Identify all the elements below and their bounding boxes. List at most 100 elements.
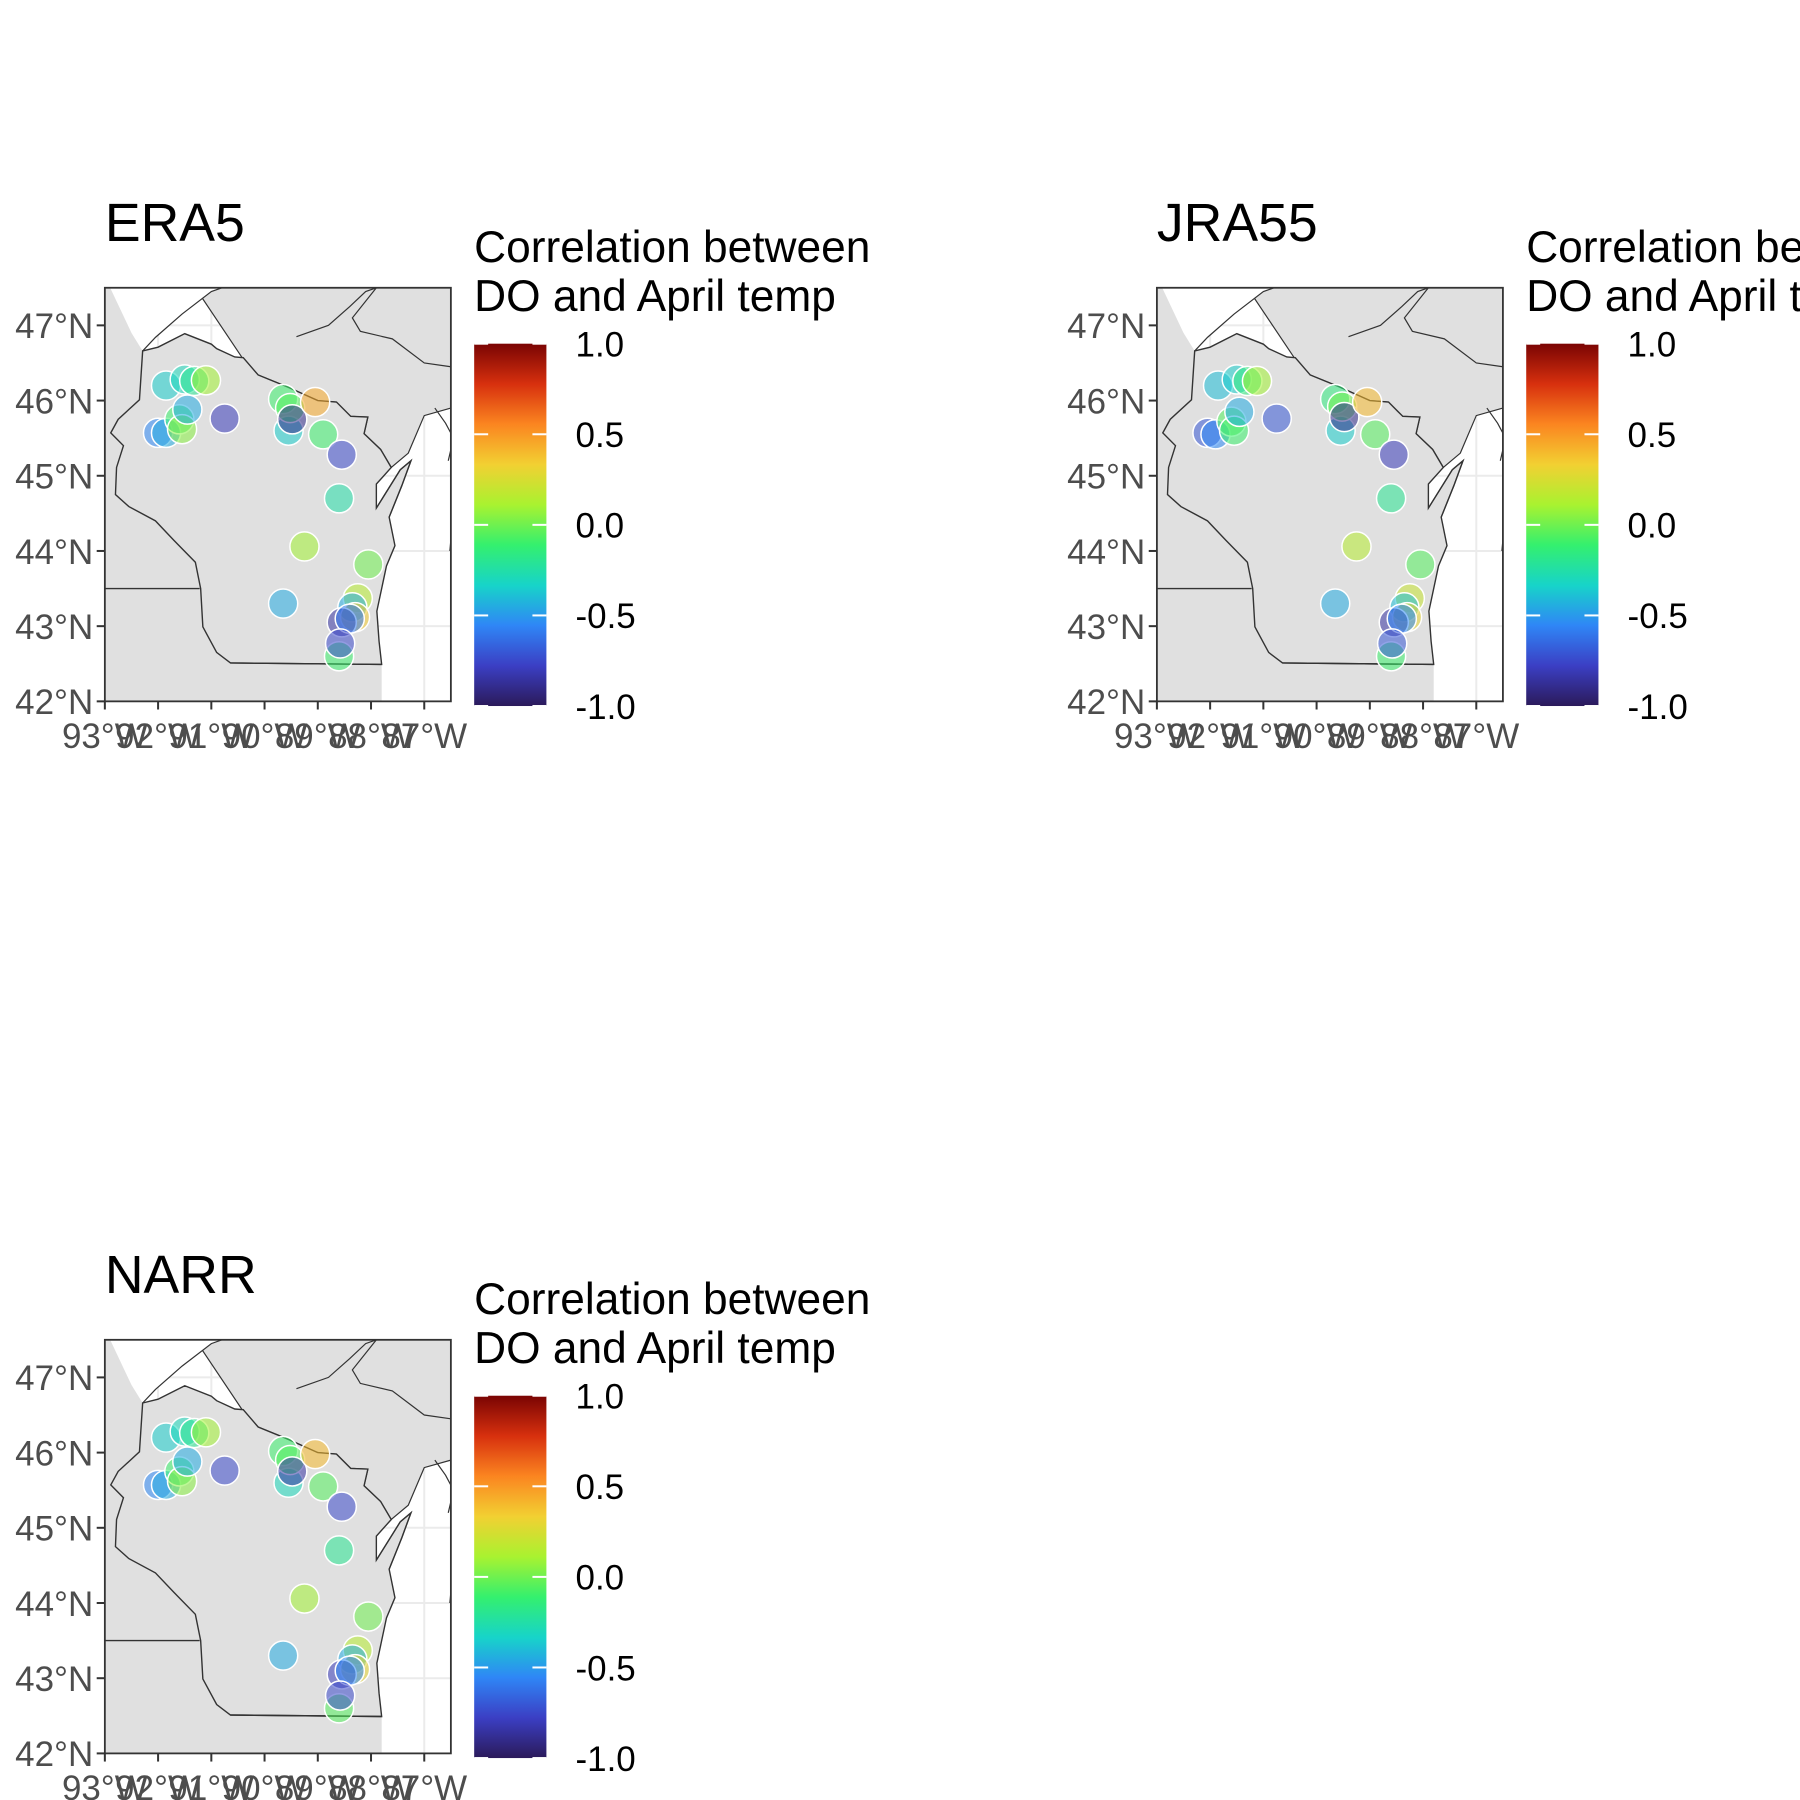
- x-tick-label: 87°W: [381, 1769, 467, 1800]
- x-tick-label: 92°W: [1167, 717, 1253, 756]
- site-point: [1319, 588, 1351, 619]
- colorbar-tick-label: -1.0: [576, 1740, 636, 1779]
- x-tick-label: 88°W: [328, 1769, 414, 1800]
- x-tick-label: 89°W: [275, 1769, 361, 1800]
- minnesota-north-shore: [142, 1339, 223, 1404]
- map-area: [1156, 287, 1503, 702]
- y-tick-label: 44°N: [15, 1585, 93, 1624]
- lake-superior-west: [104, 287, 222, 351]
- site-point: [172, 1446, 203, 1477]
- y-tick-label: 45°N: [1067, 458, 1145, 497]
- minnesota-land: [104, 1339, 201, 1641]
- x-tick-label: 90°W: [222, 1769, 308, 1800]
- site-point: [1224, 396, 1255, 428]
- y-tick-label: 42°N: [15, 1735, 93, 1774]
- site-point: [190, 1416, 222, 1448]
- site-point: [1328, 401, 1360, 433]
- site-point: [267, 588, 299, 619]
- map-area: [104, 1339, 451, 1754]
- y-tick-label: 42°N: [15, 683, 93, 722]
- y-tick-label: 45°N: [15, 458, 93, 497]
- y-tick-label: 43°N: [15, 1660, 93, 1699]
- keweenaw-coast: [296, 287, 451, 368]
- lake-superior-west: [1156, 287, 1275, 351]
- site-point: [307, 1471, 339, 1502]
- x-tick-label: 91°W: [168, 717, 254, 756]
- colorbar-tick-label: 0.0: [576, 507, 625, 546]
- door-peninsula: [375, 1510, 413, 1570]
- map-area: [104, 287, 451, 702]
- site-point: [190, 364, 222, 396]
- site-point: [209, 403, 240, 434]
- y-tick-label: 46°N: [15, 382, 93, 421]
- lake-michigan-east-shore: [434, 407, 451, 461]
- site-point: [326, 1491, 358, 1523]
- map-panel: JRA55 47°N 46°N 45°N 44°N 43°N 42°N93°W92°W91°…: [1067, 193, 1519, 756]
- minnesota-north-shore: [142, 287, 223, 352]
- site-point: [1261, 403, 1293, 434]
- legend-title-line2: DO and April temp: [474, 272, 836, 321]
- keweenaw-coast: [1348, 287, 1503, 368]
- lake-michigan-east-shore: [434, 1459, 451, 1513]
- x-tick-label: 88°W: [1380, 717, 1466, 756]
- panel-title: ERA5: [105, 193, 245, 253]
- illinois-state-line: [1282, 662, 1434, 666]
- x-tick-label: 90°W: [222, 717, 308, 756]
- iowa-illinois-land: [104, 1640, 382, 1754]
- y-tick-label: 43°N: [15, 608, 93, 647]
- site-point: [1359, 419, 1391, 450]
- x-tick-label: 93°W: [62, 717, 148, 756]
- colorbar-tick-label: 0.5: [1628, 416, 1677, 455]
- door-peninsula: [375, 458, 413, 518]
- y-tick-label: 42°N: [1067, 683, 1145, 722]
- site-point: [299, 386, 331, 418]
- site-point: [1351, 386, 1383, 418]
- site-point: [353, 1601, 384, 1632]
- site-point: [1378, 439, 1410, 470]
- y-tick-label: 46°N: [1067, 382, 1145, 421]
- colorbar-tick-label: -0.5: [576, 1649, 636, 1688]
- x-tick-label: 87°W: [1433, 717, 1519, 756]
- legend-title-line1: Correlation between: [1526, 223, 1800, 272]
- minnesota-north-shore: [1194, 287, 1275, 352]
- colorbar-tick-label: -0.5: [576, 597, 636, 636]
- colorbar-tick-label: 1.0: [576, 1378, 625, 1417]
- site-point: [289, 1583, 320, 1614]
- x-tick-label: 88°W: [328, 717, 414, 756]
- colorbar-tick-label: 1.0: [1628, 326, 1677, 365]
- colorbar-tick-label: 0.5: [576, 1468, 625, 1507]
- site-point: [326, 439, 358, 470]
- site-point: [209, 1455, 240, 1486]
- y-tick-label: 47°N: [15, 1359, 93, 1398]
- site-point: [323, 483, 355, 514]
- iowa-illinois-land: [1156, 588, 1434, 702]
- keweenaw-coast: [296, 1339, 451, 1420]
- panel-border: [103, 286, 452, 703]
- x-tick-label: 87°W: [381, 717, 467, 756]
- x-tick-label: 92°W: [115, 717, 201, 756]
- site-point: [1241, 365, 1273, 397]
- lake-superior-west: [104, 1339, 222, 1404]
- minnesota-land: [104, 287, 201, 589]
- x-tick-label: 93°W: [62, 1769, 148, 1800]
- door-peninsula: [1427, 458, 1465, 518]
- site-point: [1341, 531, 1372, 562]
- legend-title-line1: Correlation between: [474, 223, 870, 272]
- y-tick-label: 43°N: [1067, 608, 1145, 647]
- illinois-state-line: [230, 1714, 382, 1718]
- legend-title-line2: DO and April temp: [1526, 272, 1800, 321]
- y-tick-label: 44°N: [15, 533, 93, 572]
- x-tick-label: 89°W: [275, 717, 361, 756]
- legend-title-line2: DO and April temp: [474, 1324, 836, 1373]
- colorbar-tick-label: -0.5: [1628, 597, 1688, 636]
- site-point: [172, 394, 203, 425]
- lake-michigan-east-shore: [1486, 407, 1503, 461]
- iowa-illinois-land: [104, 588, 382, 702]
- site-point: [324, 628, 356, 659]
- y-tick-label: 44°N: [1067, 533, 1145, 572]
- panel-title: NARR: [105, 1245, 257, 1305]
- site-point: [299, 1438, 331, 1470]
